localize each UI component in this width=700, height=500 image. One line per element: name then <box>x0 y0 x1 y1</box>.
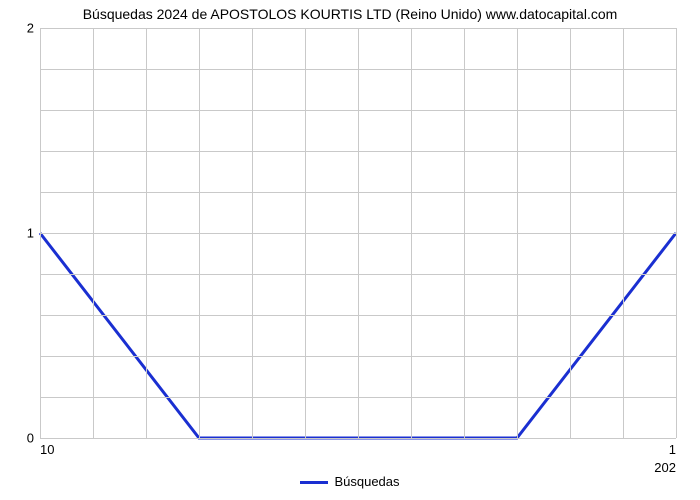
y-tick-label: 1 <box>27 226 40 241</box>
grid-line-vertical <box>40 28 41 438</box>
grid-line-vertical <box>464 28 465 438</box>
x-tick-label: 1 <box>669 438 676 457</box>
grid-line-vertical <box>358 28 359 438</box>
legend-swatch <box>300 481 328 484</box>
y-tick-label: 2 <box>27 21 40 36</box>
grid-line-vertical <box>411 28 412 438</box>
plot-area: 012101202 <box>40 28 676 438</box>
x-tick-label: 10 <box>40 438 54 457</box>
grid-line-vertical <box>517 28 518 438</box>
grid-line-vertical <box>676 28 677 438</box>
legend: Búsquedas <box>0 474 700 489</box>
y-tick-label: 0 <box>27 431 40 446</box>
grid-line-vertical <box>305 28 306 438</box>
grid-line-vertical <box>570 28 571 438</box>
grid-line-vertical <box>146 28 147 438</box>
legend-label: Búsquedas <box>334 474 399 489</box>
chart-title: Búsquedas 2024 de APOSTOLOS KOURTIS LTD … <box>0 6 700 22</box>
grid-line-vertical <box>199 28 200 438</box>
grid-line-vertical <box>252 28 253 438</box>
grid-line-vertical <box>93 28 94 438</box>
x-tick-label: 202 <box>654 456 676 475</box>
line-chart: Búsquedas 2024 de APOSTOLOS KOURTIS LTD … <box>0 0 700 500</box>
grid-line-vertical <box>623 28 624 438</box>
grid-line-horizontal <box>40 438 676 439</box>
